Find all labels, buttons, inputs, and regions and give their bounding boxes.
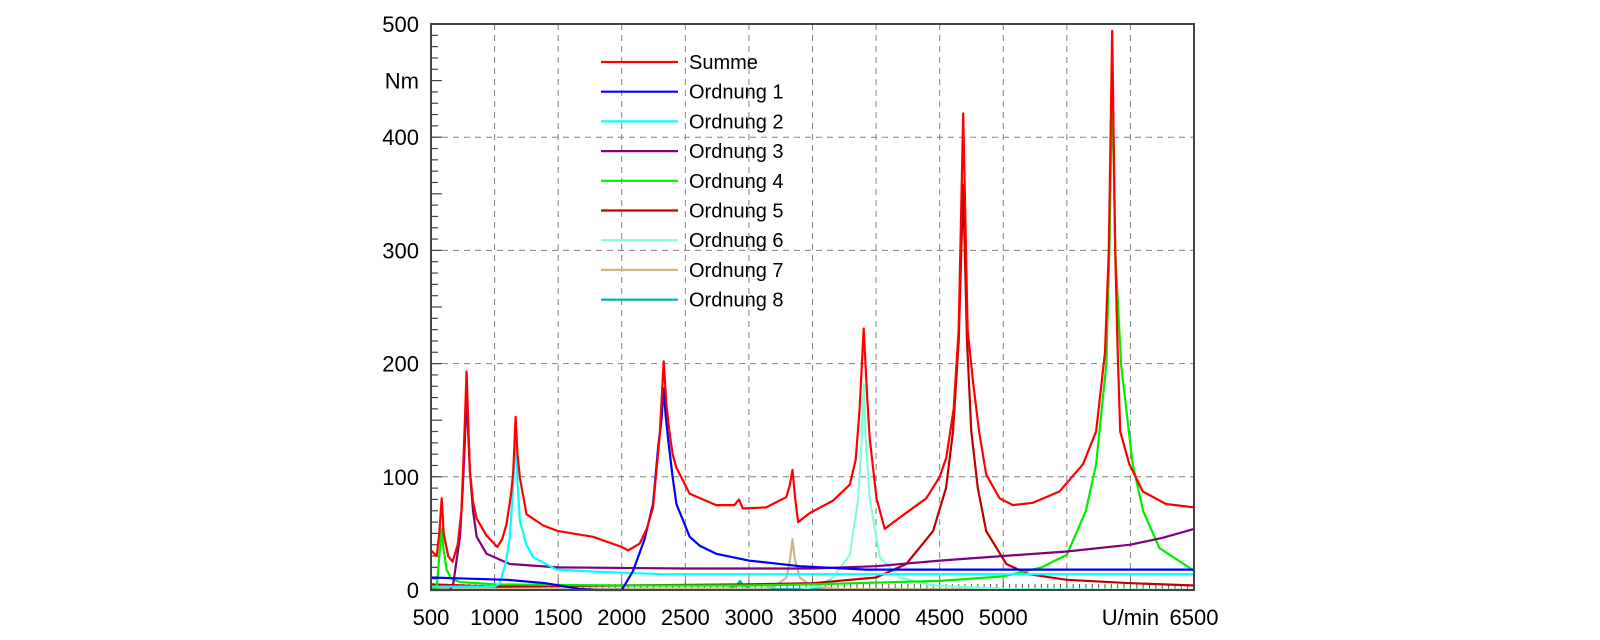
x-tick-label: 2000 (597, 605, 646, 630)
legend-label: Ordnung 6 (689, 230, 784, 252)
legend: Summe Ordnung 1 Ordnung 2 Ordnung 3 Ordnung … (601, 52, 784, 312)
legend-label: Ordnung 2 (689, 111, 784, 133)
x-tick-label: 4500 (915, 605, 964, 630)
series-line-ordnung-7 (431, 537, 1195, 592)
legend-item: Ordnung 4 (601, 171, 784, 193)
legend-label: Summe (689, 52, 758, 74)
legend-item: Ordnung 5 (601, 201, 784, 223)
x-axis-unit-label: U/min (1102, 605, 1159, 630)
series-line-summe (430, 29, 1195, 563)
series-line-ordnung-2 (431, 433, 1194, 588)
x-tick-label: 1500 (534, 605, 583, 630)
legend-label: Ordnung 3 (689, 141, 784, 163)
x-tick-label: 500 (413, 605, 450, 630)
plot-frame (430, 23, 1195, 591)
x-tick-label: 3500 (788, 605, 837, 630)
legend-label: Ordnung 7 (689, 260, 784, 282)
x-tick-label: 6500 (1170, 605, 1219, 630)
legend-item: Ordnung 1 (601, 82, 784, 104)
x-tick-label: 2500 (661, 605, 710, 630)
legend-item: Ordnung 7 (601, 260, 784, 282)
legend-item: Ordnung 8 (601, 290, 784, 312)
series-line-ordnung-1 (430, 387, 1194, 592)
y-tick-label: 400 (382, 125, 419, 150)
y-tick-label: 500 (382, 12, 419, 37)
legend-item: Ordnung 6 (601, 230, 784, 252)
y-tick-label: 100 (382, 465, 419, 490)
x-tick-label: 1000 (470, 605, 519, 630)
legend-item: Ordnung 2 (601, 111, 784, 133)
legend-label: Ordnung 8 (689, 290, 784, 312)
legend-item: Summe (601, 52, 758, 74)
legend-label: Ordnung 4 (689, 171, 784, 193)
y-axis-tick-labels: 0 100 200 300 400 Nm 500 (382, 12, 419, 603)
x-tick-label: 4000 (852, 605, 901, 630)
x-tick-label: 5000 (979, 605, 1028, 630)
y-tick-label: 300 (382, 238, 419, 263)
series-line-ordnung-4 (430, 78, 1195, 592)
legend-label: Ordnung 5 (689, 201, 784, 223)
axis-ticks (430, 23, 1195, 591)
legend-item: Ordnung 3 (601, 141, 784, 163)
legend-label: Ordnung 1 (689, 82, 784, 104)
grid (431, 24, 1194, 590)
y-axis-unit-label: Nm (385, 69, 419, 94)
series-lines (430, 29, 1195, 592)
y-tick-label: 0 (407, 578, 419, 603)
x-axis-tick-labels: 500 1000 1500 2000 2500 3000 3500 4000 4500 5000 U… (413, 605, 1219, 630)
y-tick-label: 200 (382, 352, 419, 377)
x-tick-label: 3000 (724, 605, 773, 630)
